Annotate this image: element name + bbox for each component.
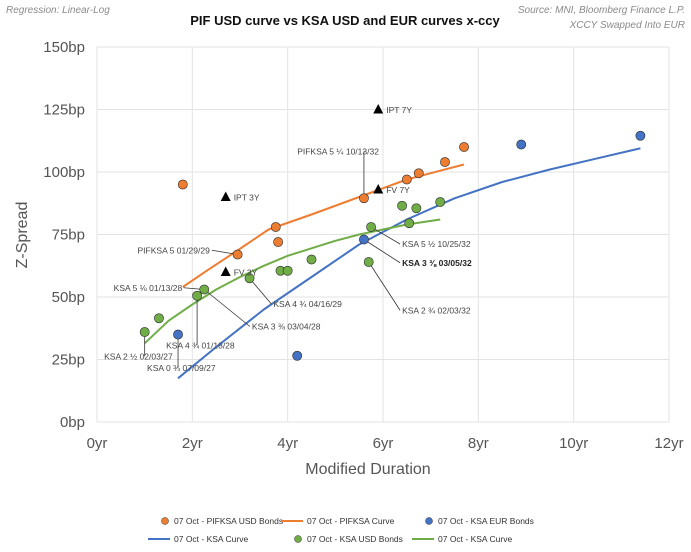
legend-label: 07 Oct - PIFKSA USD Bonds xyxy=(174,516,283,526)
tick-layer: 0yr 2yr 4yr 6yr 8yr 10yr 12yr 0bp 25bp 50bp 75bp 10… xyxy=(43,39,683,452)
y-tick-label: 100bp xyxy=(43,164,85,181)
bond-point xyxy=(359,193,369,204)
annotation-label: KSA 0 ¾ 07/09/27 xyxy=(147,363,216,373)
y-axis-label: Z-Spread xyxy=(14,202,31,269)
y-tick-label: 125bp xyxy=(43,102,85,119)
leader-layer xyxy=(144,151,401,368)
annotation-label: KSA 3 ⅜ 03/05/32 xyxy=(402,258,472,268)
bond-point xyxy=(192,290,202,301)
y-tick-label: 25bp xyxy=(52,352,85,369)
annotation-label: KSA 4 ¾ 04/16/29 xyxy=(273,299,342,309)
bond-point xyxy=(270,222,281,232)
triangle-marker xyxy=(373,104,384,114)
legend-label: 07 Oct - KSA Curve xyxy=(438,534,512,544)
legend-label: 07 Oct - PIFKSA Curve xyxy=(307,516,395,526)
bond-point xyxy=(173,329,183,340)
chart-title: PIF USD curve vs KSA USD and EUR curves … xyxy=(190,13,500,28)
x-tick-label: 4yr xyxy=(277,435,298,452)
y-tick-label: 0bp xyxy=(60,414,85,431)
bond-point xyxy=(292,350,303,361)
bond-point xyxy=(401,174,412,185)
bond-point xyxy=(397,200,407,211)
annotation-label: PIFKSA 5 ¼ 10/13/32 xyxy=(297,147,379,157)
bond-point xyxy=(435,197,446,207)
bond-point xyxy=(413,168,424,179)
bond-point xyxy=(635,130,646,141)
bond-point xyxy=(411,203,422,214)
curve-line xyxy=(182,163,465,288)
triangle-label: FV 7Y xyxy=(386,185,410,195)
bond-point xyxy=(363,257,374,267)
bond-point xyxy=(306,254,317,265)
x-tick-label: 6yr xyxy=(373,435,394,452)
x-tick-label: 8yr xyxy=(468,435,489,452)
bond-point xyxy=(244,273,255,284)
x-tick-label: 12yr xyxy=(654,435,683,452)
x-tick-label: 0yr xyxy=(87,435,108,452)
bond-point xyxy=(154,313,164,324)
bond-point xyxy=(282,265,293,276)
regression-note: Regression: Linear-Log xyxy=(6,5,110,16)
annotation-label: KSA 2 ¾ 02/03/32 xyxy=(402,305,471,315)
x-tick-label: 2yr xyxy=(182,435,203,452)
y-tick-label: 75bp xyxy=(52,227,85,244)
x-axis-label: Modified Duration xyxy=(305,461,430,478)
annotation-label: KSA 5 ⅛ 01/13/28 xyxy=(114,283,183,293)
y-tick-label: 50bp xyxy=(52,289,85,306)
xccy-note: XCCY Swapped Into EUR xyxy=(569,20,685,31)
triangle-marker xyxy=(220,191,231,201)
bond-point xyxy=(366,222,376,232)
legend-marker xyxy=(425,517,433,525)
point-layer xyxy=(139,104,646,361)
x-tick-label: 10yr xyxy=(559,435,588,452)
bond-point xyxy=(232,249,243,260)
y-tick-label: 150bp xyxy=(43,39,85,56)
triangle-marker xyxy=(220,266,231,276)
triangle-marker xyxy=(373,184,384,194)
legend: 07 Oct - PIFKSA USD Bonds 07 Oct - PIFKSA… xyxy=(148,516,534,544)
annotation-leader xyxy=(363,239,401,264)
annotation-leader xyxy=(370,226,401,245)
grid-layer xyxy=(96,46,670,423)
annotation-leader xyxy=(249,277,272,305)
legend-label: 07 Oct - KSA USD Bonds xyxy=(307,534,403,544)
source-note: Source: MNI, Bloomberg Finance L.P. xyxy=(518,5,685,16)
annotation-leader xyxy=(203,289,251,327)
curve-line xyxy=(144,218,441,345)
triangle-label: FV 3Y xyxy=(234,268,258,278)
legend-marker xyxy=(161,517,169,525)
bond-point xyxy=(404,218,415,229)
annotation-label: PIFKSA 5 01/29/29 xyxy=(138,245,211,255)
legend-label: 07 Oct - KSA Curve xyxy=(174,534,248,544)
bond-point xyxy=(459,142,469,152)
bond-point xyxy=(440,157,450,167)
bond-point xyxy=(139,327,150,337)
annotation-label: KSA 2 ½ 02/03/27 xyxy=(104,352,173,362)
legend-label: 07 Oct - KSA EUR Bonds xyxy=(438,516,534,526)
annotation-label: KSA 4 ¾ 01/18/28 xyxy=(166,340,235,350)
bond-point xyxy=(199,284,210,295)
bond-point xyxy=(177,179,188,190)
bond-point xyxy=(359,234,369,245)
triangle-label: IPT 3Y xyxy=(234,193,260,203)
label-layer: IPT 3Y FV 3Y IPT 7Y FV 7Y PIFKSA 5 ¼ 10/13/3… xyxy=(104,105,472,373)
annotation-label: KSA 5 ½ 10/25/32 xyxy=(402,239,471,249)
triangle-label: IPT 7Y xyxy=(386,105,412,115)
legend-marker xyxy=(294,535,302,543)
bond-point xyxy=(273,237,284,247)
bond-point xyxy=(516,139,527,150)
annotation-label: KSA 3 ⅜ 03/04/28 xyxy=(252,322,321,332)
annotation-leader xyxy=(368,261,401,311)
